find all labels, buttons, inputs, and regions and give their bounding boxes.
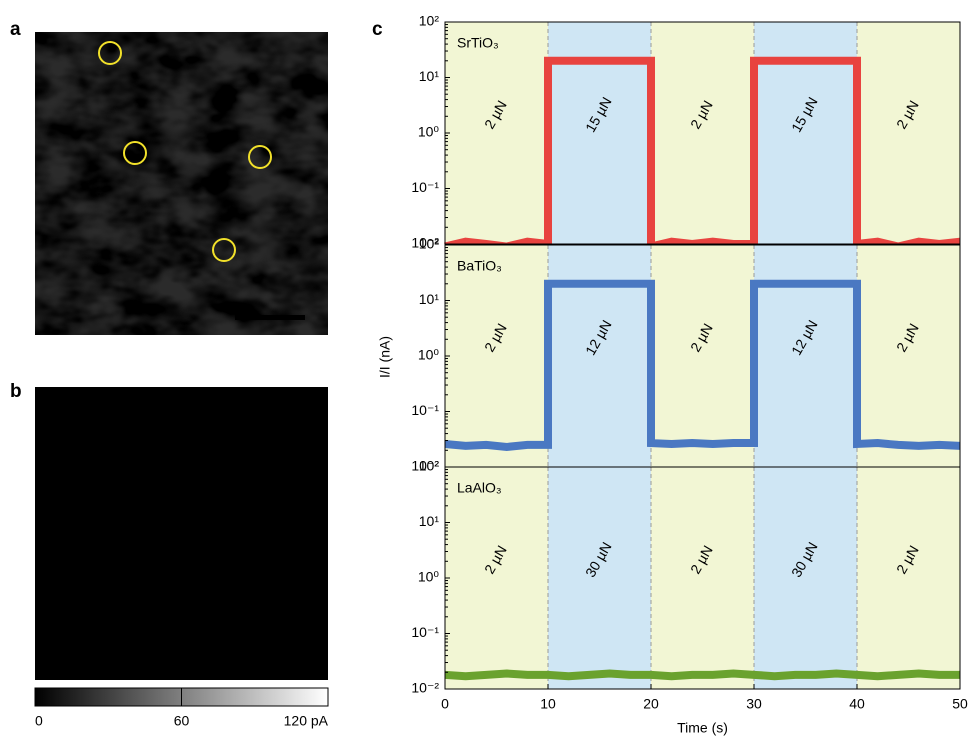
scale-bar [237, 656, 307, 661]
panel-label: b [10, 381, 22, 402]
x-tick-label: 50 [952, 696, 968, 712]
x-tick-label: 30 [746, 696, 762, 712]
y-axis-label: I/I (nA) [377, 336, 393, 378]
x-axis-label: Time (s) [677, 720, 728, 736]
force-region [857, 22, 960, 244]
x-tick-label: 0 [441, 696, 449, 712]
colorbar-tick-label: 0 [35, 713, 43, 729]
y-tick-label: 10⁰ [418, 347, 440, 363]
force-region [857, 467, 960, 689]
colorbar-tick-label: 120 pA [284, 713, 329, 729]
x-tick-label: 10 [540, 696, 556, 712]
y-tick-label: 10¹ [419, 513, 440, 529]
scale-bar [235, 315, 305, 320]
series-name: BaTiO₃ [457, 258, 502, 274]
x-tick-label: 20 [643, 696, 659, 712]
series-name: SrTiO₃ [457, 35, 499, 51]
y-tick-label: 10² [419, 458, 440, 474]
force-region [445, 245, 548, 467]
y-tick-label: 10² [419, 13, 440, 29]
force-region [754, 245, 857, 467]
force-region [754, 467, 857, 689]
y-tick-label: 10¹ [419, 291, 440, 307]
y-tick-label: 10⁻¹ [411, 624, 439, 640]
x-tick-label: 40 [849, 696, 865, 712]
force-region [548, 245, 651, 467]
panel-label: a [10, 19, 21, 40]
force-region [548, 467, 651, 689]
afm-topography [35, 32, 328, 335]
y-tick-label: 10⁻² [411, 680, 439, 696]
figure: a b c 2 µN15 µN2 µN15 µN2 µNSrTiO₃10⁻²10… [0, 0, 973, 745]
force-region [445, 467, 548, 689]
y-tick-label: 10⁻¹ [411, 402, 439, 418]
series-line [445, 674, 960, 677]
force-region [857, 245, 960, 467]
force-region [651, 245, 754, 467]
y-tick-label: 10² [419, 236, 440, 252]
panel-label: c [372, 19, 383, 40]
colorbar-tick-label: 60 [174, 713, 190, 729]
y-tick-label: 10¹ [419, 68, 440, 84]
y-tick-label: 10⁻¹ [411, 179, 439, 195]
y-tick-label: 10⁰ [418, 124, 440, 140]
current-map [35, 387, 328, 680]
force-region [651, 22, 754, 244]
y-tick-label: 10⁰ [418, 569, 440, 585]
force-region [754, 22, 857, 244]
force-region [651, 467, 754, 689]
series-name: LaAlO₃ [457, 480, 502, 496]
image-panels: a b c [10, 19, 383, 706]
force-region [548, 22, 651, 244]
force-region [445, 22, 548, 244]
